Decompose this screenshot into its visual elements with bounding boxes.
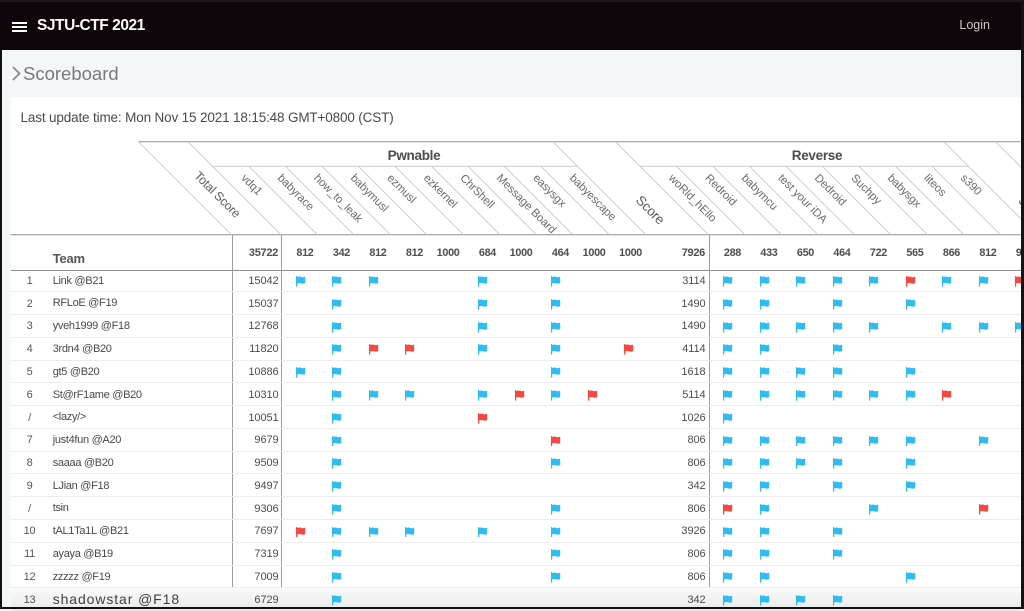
svg-text:babyescape: babyescape: [567, 172, 618, 223]
svg-text:easysgx: easysgx: [530, 172, 568, 210]
svg-text:s390: s390: [958, 172, 984, 198]
svg-text:babyrace: babyrace: [275, 172, 316, 213]
svg-text:babysgx: babysgx: [885, 172, 923, 210]
svg-text:babymcu: babymcu: [739, 172, 780, 213]
svg-text:vdq1: vdq1: [238, 172, 264, 198]
svg-text:liteos: liteos: [921, 172, 948, 199]
svg-text:ezkernel: ezkernel: [421, 172, 459, 210]
svg-text:ChrShell: ChrShell: [457, 172, 496, 211]
svg-text:Dedroid: Dedroid: [812, 172, 848, 208]
svg-text:Score: Score: [633, 193, 668, 228]
svg-text:Redroid: Redroid: [702, 172, 738, 208]
svg-text:Total Score: Total Score: [191, 169, 243, 221]
svg-text:Suchpy: Suchpy: [848, 172, 883, 207]
svg-text:ezmusl: ezmusl: [384, 172, 418, 206]
svg-text:Pwnable: Pwnable: [388, 148, 441, 163]
svg-text:Reverse: Reverse: [792, 148, 843, 163]
